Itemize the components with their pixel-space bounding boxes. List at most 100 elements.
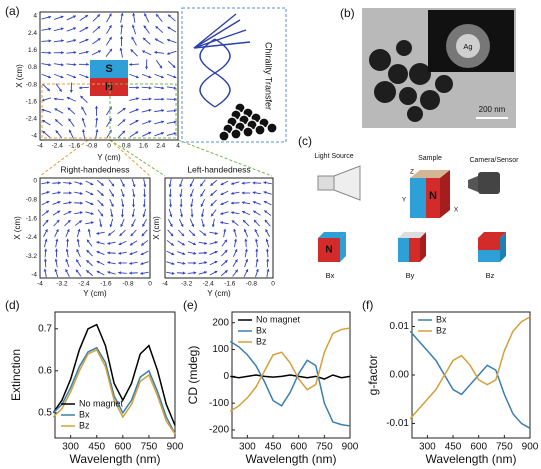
data-line [230,374,351,380]
arrow-head [263,200,267,204]
arrow-head [86,270,90,274]
arrow-head [82,129,86,133]
arrow-head [266,268,270,272]
arrow-head [143,184,147,188]
x-tick-label: -1.6 [100,281,112,288]
arrow-head [171,271,175,275]
arrow-head [48,15,52,19]
arrow-head [66,238,70,242]
arrow-head [67,220,71,223]
x-tick-label: 450 [265,442,282,453]
arrow-head [253,210,257,214]
arrow-head [243,229,247,233]
arrow-head [76,238,80,242]
plot-frame [164,177,274,279]
plot-title: Left-handedness [187,164,250,174]
arrow-head [121,194,125,197]
legend-label: Bz [436,325,447,335]
setup-label: Light Source [314,153,353,160]
y-tick-label: -100 [209,398,229,409]
x-tick-label: 1.6 [139,143,148,150]
y-tick-label: 0 [223,371,229,382]
arrow-head [266,258,270,262]
arrow-head [135,75,139,79]
arrow-head [148,97,152,101]
arrow-head [90,182,94,186]
arrow-head [107,251,110,255]
sample-top [410,170,450,178]
arrow-head [76,259,79,263]
arrow-head [65,269,69,273]
arrow-head [86,260,90,264]
arrow-head [120,24,124,28]
y-tick-label: -1.6 [26,215,38,222]
arrow-head [100,203,104,207]
arrow-head [220,221,224,225]
arrow-head [118,271,121,275]
legend-label: No magnet [79,398,124,408]
arrow-head [69,181,72,185]
arrow-head [161,109,165,113]
arrow-head [85,75,89,79]
arrow-head [48,63,52,67]
y-axis-label: CD (mdeg) [186,346,200,405]
y-tick-label: -2.4 [26,116,38,123]
arrow-head [56,219,60,223]
arrow-head [129,271,132,275]
magnet-s [90,60,128,78]
cube-top [398,232,426,238]
arrow-head [111,193,114,197]
arrow-head [255,248,259,252]
arrow-head [96,250,100,254]
helix [199,38,231,108]
arrow-head [96,270,100,274]
arrow-head [180,214,184,218]
data-line [52,346,176,435]
arrow-head [121,204,125,208]
arrow-head [94,105,98,109]
arrow-head [129,252,133,256]
arrow-head [90,221,94,225]
x-tick-label: 450 [88,442,105,453]
y-tick-label: 0.01 [390,321,410,332]
arrow-head [131,214,135,218]
arrow-head [190,214,194,218]
arrow-head [66,229,70,233]
arrow-head [131,223,135,227]
lamp-cone [333,165,361,201]
arrow-head [200,183,204,187]
cube-face [398,238,409,262]
arrow-head [190,204,194,208]
legend-label: Bz [256,336,267,346]
arrow-head [189,194,193,197]
arrow-head [252,200,256,204]
axis-letter: Y [402,197,407,204]
arrow-head [182,271,186,275]
x-tick-label: 900 [522,442,539,453]
arrow-head [223,228,227,232]
arrow-head [155,26,159,30]
panel-label: (d) [5,298,20,312]
arrow-head [214,260,218,264]
arrow-head [65,259,69,262]
arrow-head [224,239,227,243]
connector [109,139,166,177]
arrow-head [85,38,89,42]
axis-letter: X [454,207,459,214]
sample-side [440,170,450,218]
arrow-head [241,201,245,205]
x-tick-label: -1.6 [224,281,236,288]
arrow-head [41,108,45,112]
arrow-head [53,97,57,101]
arrow-head [173,86,177,90]
arrow-head [75,269,79,273]
arrow-head [90,192,94,196]
arrow-head [191,223,195,227]
x-tick-label: 4 [176,143,180,150]
arrow-head [242,210,246,214]
orientation-label: By [406,271,415,280]
arrow-head [224,249,228,253]
arrow-head [170,233,174,237]
arrow-head [73,50,77,55]
arrow-head [68,210,72,214]
